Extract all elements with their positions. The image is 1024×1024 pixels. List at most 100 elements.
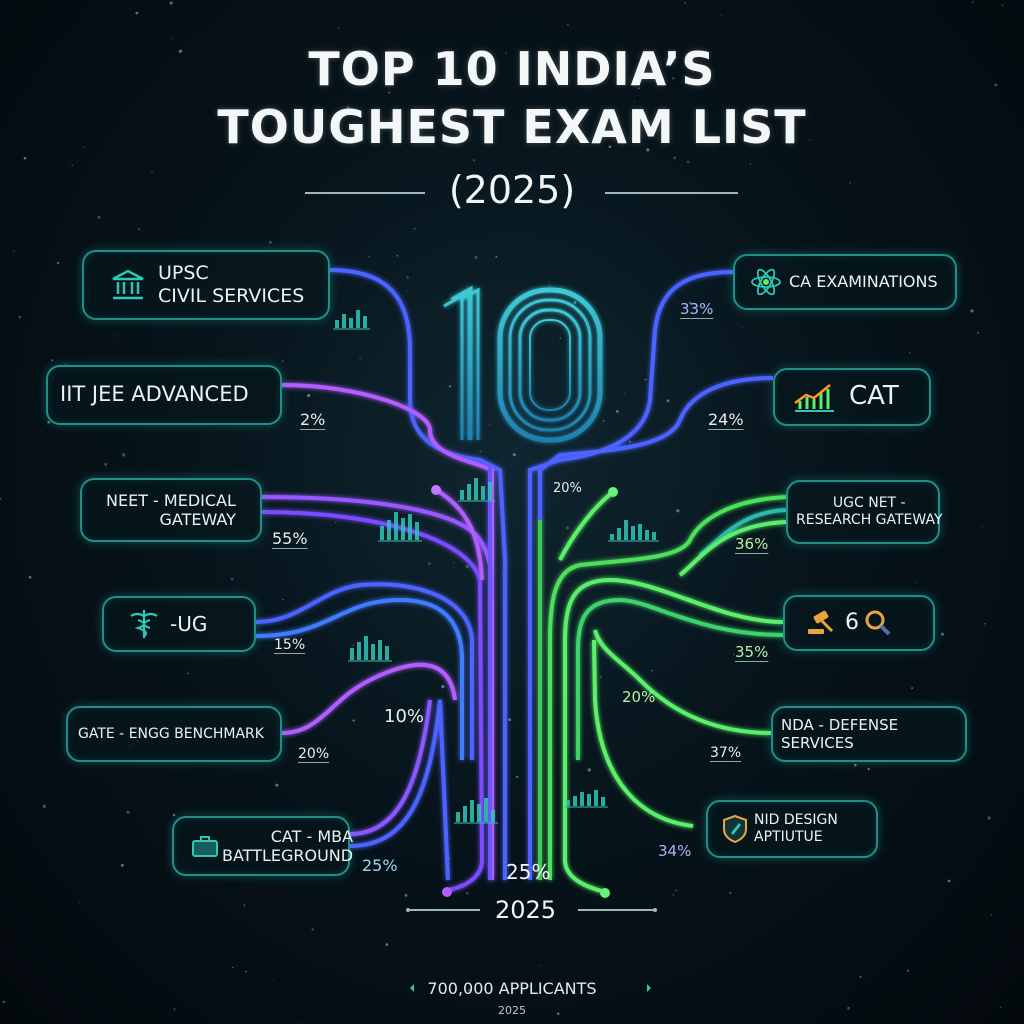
percent-ca: 33%: [680, 300, 714, 318]
star: [413, 227, 416, 230]
star: [749, 163, 752, 165]
star: [646, 148, 650, 152]
mini-bar: [401, 518, 405, 540]
star: [666, 399, 670, 403]
star: [488, 424, 491, 426]
star: [57, 261, 60, 264]
percent-center-lower: 20%: [622, 688, 656, 706]
branch-gate: [281, 662, 457, 735]
percent-six: 35%: [735, 643, 769, 661]
star: [983, 622, 986, 625]
exam-box-neet[interactable]: NEET - MEDICAL GATEWAY: [80, 478, 262, 542]
star: [1001, 4, 1004, 6]
star: [981, 526, 984, 528]
star: [404, 894, 408, 897]
star: [673, 156, 677, 160]
star: [540, 431, 542, 433]
page-title-line1: TOP 10 INDIA’S: [308, 42, 716, 96]
star: [729, 892, 732, 894]
star: [990, 914, 993, 916]
star: [970, 309, 974, 313]
exam-box-cat-mba[interactable]: CAT - MBA BATTLEGROUND: [172, 816, 354, 876]
mini-bar: [594, 790, 598, 806]
star: [849, 181, 852, 184]
mini-bar: [624, 520, 628, 540]
exam-label-ug: -UG: [170, 612, 208, 636]
percent-neet: 55%: [272, 529, 308, 548]
exam-label-upsc: UPSC CIVIL SERVICES: [158, 262, 305, 307]
star: [867, 767, 870, 771]
mini-bar: [385, 646, 389, 660]
mini-bar: [456, 812, 460, 822]
exam-label-cat-mba: CAT - MBA BATTLEGROUND: [222, 826, 354, 865]
branch-nid: [592, 639, 694, 828]
exam-box-upsc[interactable]: UPSC CIVIL SERVICES: [82, 250, 330, 320]
star: [512, 453, 516, 457]
mini-bar: [463, 806, 467, 822]
mini-bar: [610, 534, 614, 540]
star: [122, 453, 126, 457]
exam-box-ugc-net[interactable]: UGC NET - RESEARCH GATEWAY: [786, 480, 943, 544]
exam-box-ug[interactable]: -UG: [102, 596, 256, 652]
exam-box-six[interactable]: 6: [783, 595, 935, 651]
node-left-bottom: [442, 887, 452, 897]
branch-nda: [593, 629, 772, 735]
star: [23, 156, 27, 160]
star: [915, 581, 917, 583]
star: [441, 684, 445, 689]
star: [977, 331, 980, 334]
mini-bar: [474, 478, 478, 500]
exam-label-ca: CA EXAMINATIONS: [789, 272, 938, 292]
percent-iit-jee: 2%: [300, 410, 326, 429]
star: [628, 440, 632, 443]
percent-nid: 34%: [658, 842, 692, 860]
star: [994, 83, 998, 87]
gavel-icon: [803, 609, 839, 637]
exam-box-gate[interactable]: GATE - ENGG BENCHMARK: [66, 706, 282, 762]
percent-center-upper: 20%: [553, 481, 582, 496]
star: [346, 105, 350, 109]
star: [859, 975, 862, 978]
star: [64, 363, 67, 365]
mini-bar-charts: [333, 310, 659, 824]
footer-year: 2025: [498, 1004, 526, 1017]
star: [516, 775, 519, 778]
star: [104, 462, 108, 466]
magnifier-icon: [861, 609, 895, 637]
exam-label-neet: NEET - MEDICAL GATEWAY: [106, 490, 236, 529]
star: [352, 719, 355, 722]
star: [633, 101, 636, 103]
star: [599, 675, 602, 678]
star: [230, 577, 234, 581]
exam-box-iit-jee[interactable]: IIT JEE ADVANCED: [46, 365, 282, 425]
node-right-upper: [608, 487, 618, 497]
node-right-bottom: [600, 888, 610, 898]
star: [169, 1, 173, 5]
star: [505, 52, 507, 55]
star: [672, 77, 675, 80]
exam-box-nid[interactable]: NID DESIGN APTIUTUE: [706, 800, 878, 858]
star: [71, 164, 73, 167]
node-left-upper: [431, 485, 441, 495]
star: [448, 385, 452, 388]
branch-six: [563, 577, 784, 894]
star: [172, 813, 176, 817]
atom-icon: [747, 266, 785, 298]
percent-nda: 37%: [710, 745, 742, 761]
star: [2, 1000, 6, 1004]
star: [178, 49, 183, 53]
star: [300, 1021, 303, 1024]
exam-box-cat[interactable]: CAT: [773, 368, 931, 426]
star: [651, 669, 654, 672]
star: [368, 255, 370, 258]
star: [472, 159, 475, 162]
percent-cat-mba: 25%: [362, 856, 398, 875]
exam-box-ca[interactable]: CA EXAMINATIONS: [733, 254, 957, 310]
star: [275, 783, 279, 787]
star: [427, 562, 431, 565]
star: [406, 276, 409, 279]
star: [126, 810, 130, 814]
exam-box-nda[interactable]: NDA - DEFENSE SERVICES: [771, 706, 967, 762]
star: [47, 420, 51, 424]
star: [548, 284, 551, 287]
